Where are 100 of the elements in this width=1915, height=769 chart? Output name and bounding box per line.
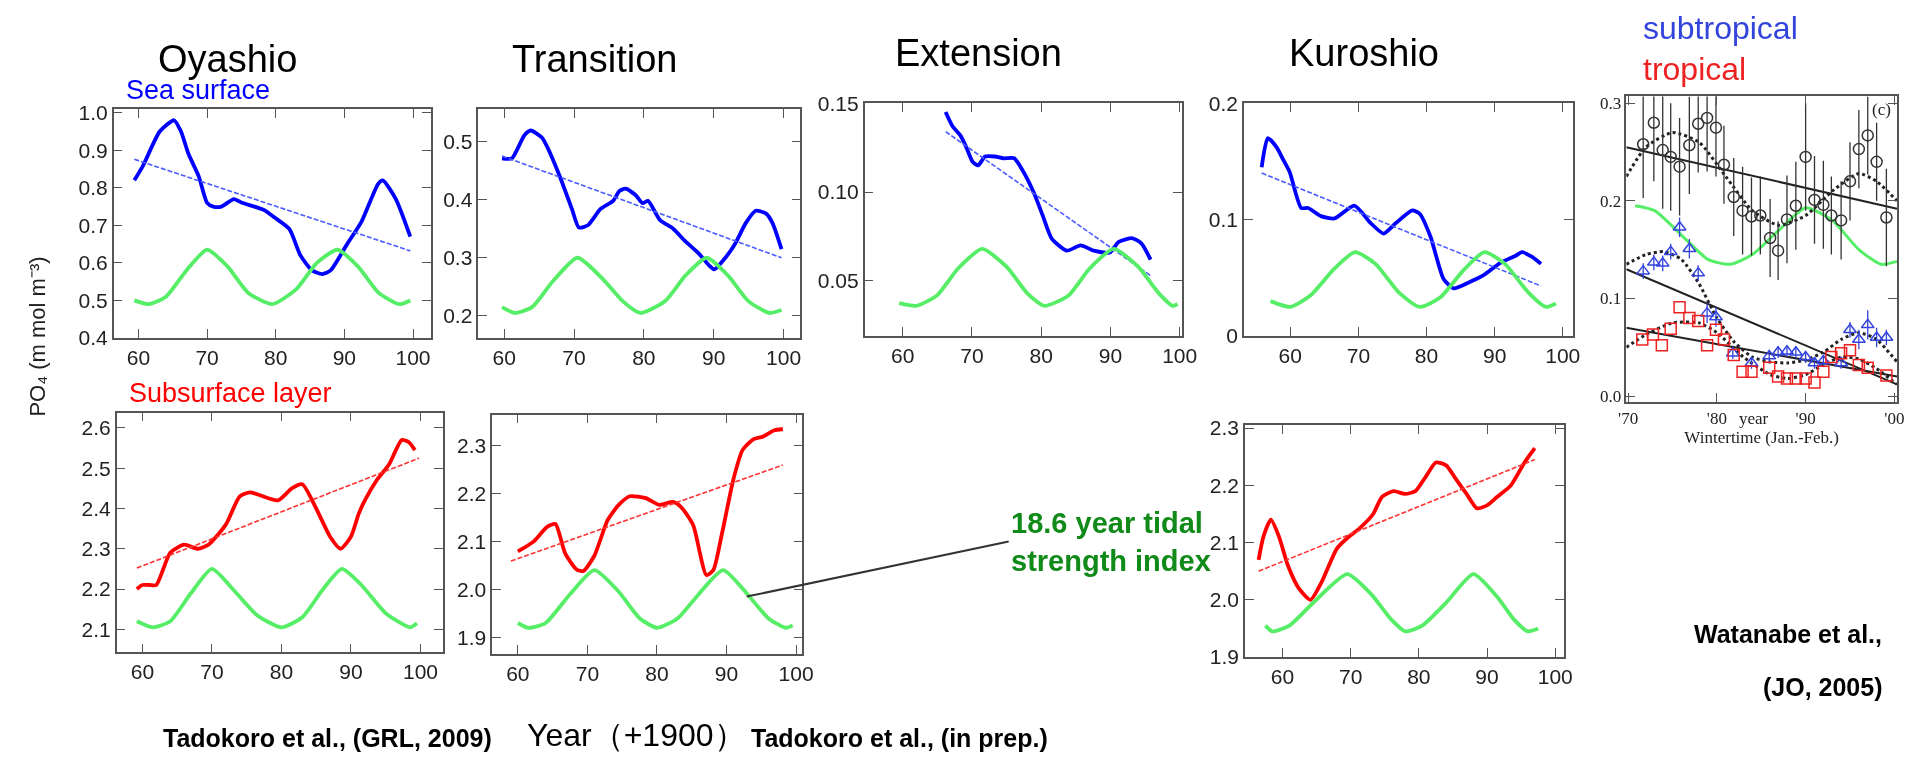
point <box>1870 155 1883 169</box>
line-series <box>1626 131 1898 227</box>
point <box>1663 245 1678 256</box>
x-tick-label: 80 <box>1407 665 1431 689</box>
y-tick-label: 2.0 <box>456 577 487 601</box>
y-tick-label: 0.4 <box>78 326 109 350</box>
x-tick-label: 60 <box>1270 665 1295 689</box>
x-tick-label: 100 <box>395 345 431 369</box>
y-tick-label: 0.2 <box>1599 191 1622 211</box>
x-tick-label: 90 <box>702 345 726 369</box>
point <box>1808 193 1821 207</box>
x-tick-label: '00 <box>1884 409 1905 429</box>
point <box>1636 264 1651 275</box>
y-tick-label: 0.7 <box>78 213 108 237</box>
x-tick-label: 70 <box>195 345 219 369</box>
x-tick-label: 100 <box>1537 665 1573 689</box>
point <box>1700 111 1714 125</box>
point <box>1771 370 1785 383</box>
point <box>1799 372 1812 385</box>
point <box>1780 213 1794 226</box>
point <box>1745 365 1758 378</box>
point <box>1763 231 1777 245</box>
x-tick-label: 80 <box>1029 343 1053 367</box>
point <box>1789 372 1803 385</box>
y-tick-label: 0 <box>1226 324 1239 348</box>
line-series <box>1256 446 1537 602</box>
point <box>1861 361 1874 375</box>
x-tick-label: 100 <box>766 345 802 369</box>
point <box>1691 117 1705 130</box>
y-tick-label: 2.1 <box>1209 530 1240 554</box>
point <box>1647 116 1661 129</box>
point <box>1780 372 1794 385</box>
x-tick-label: 100 <box>1545 343 1581 367</box>
point <box>1880 211 1893 224</box>
text: (JO, 2005) <box>1763 673 1883 701</box>
y-tick-label: 2.5 <box>81 456 111 480</box>
x-tick-label: 60 <box>492 345 516 369</box>
x-tick-label: 80 <box>632 345 656 369</box>
point <box>1725 346 1740 357</box>
point <box>1727 348 1740 362</box>
x-tick-label: 60 <box>126 345 151 369</box>
point <box>1843 343 1857 357</box>
text: Tadokoro et al., (GRL, 2009) <box>163 724 492 752</box>
point <box>1799 150 1812 164</box>
x-tick-label: 70 <box>1346 343 1371 367</box>
point <box>1683 311 1696 325</box>
y-tick-label: 2.4 <box>81 496 112 520</box>
point <box>1700 339 1714 352</box>
x-tick-label: 60 <box>506 662 530 686</box>
point <box>1825 209 1838 222</box>
x-tick-label: 90 <box>1475 665 1499 689</box>
line-series <box>1259 136 1543 291</box>
point <box>1754 209 1767 222</box>
y-tick-label: 0.3 <box>443 246 473 270</box>
line-series <box>943 110 1153 262</box>
line-series <box>897 247 1180 308</box>
y-tick-label: 2.2 <box>456 481 487 505</box>
point <box>1798 350 1813 361</box>
point <box>1762 361 1776 375</box>
point <box>1807 356 1822 367</box>
line-series <box>132 118 413 277</box>
point <box>1808 376 1821 389</box>
x-tick-label: 90 <box>1098 343 1123 367</box>
point <box>1789 199 1803 212</box>
point <box>1691 314 1705 328</box>
x-tick-label: 100 <box>1162 343 1198 367</box>
text: tropical <box>1643 51 1747 87</box>
y-tick-label: 1.0 <box>78 101 108 125</box>
point <box>1843 175 1857 188</box>
point <box>1762 349 1777 360</box>
y-tick-label: 2.3 <box>1209 416 1240 440</box>
point <box>1646 328 1660 341</box>
point <box>1816 354 1831 365</box>
y-tick-label: 0.6 <box>78 251 108 275</box>
y-tick-label: 2.3 <box>81 537 111 561</box>
x-tick-label: 80 <box>645 662 669 686</box>
point <box>1717 158 1731 171</box>
y-tick-label: 0.5 <box>443 129 473 153</box>
point <box>1736 204 1749 217</box>
y-tick-label: 1.9 <box>1209 645 1240 669</box>
point <box>1880 369 1893 382</box>
line-series <box>134 438 417 591</box>
text: Year（+1900） <box>527 717 746 753</box>
y-tick-label: 2.1 <box>81 617 111 641</box>
point <box>1771 244 1785 257</box>
line-series <box>515 568 795 630</box>
y-tick-label: 2.3 <box>456 433 487 457</box>
point <box>1673 160 1686 173</box>
x-tick-label: 90 <box>1482 343 1507 367</box>
point <box>1673 301 1686 314</box>
y-tick-label: 0.5 <box>78 288 108 312</box>
x-tick-label: '80 <box>1706 409 1727 429</box>
x-tick-label: '70 <box>1618 409 1639 429</box>
x-tick-label: 90 <box>714 662 739 686</box>
point <box>1636 333 1649 346</box>
x-tick-label: 100 <box>778 662 814 686</box>
line-series <box>134 567 419 630</box>
point <box>1744 356 1759 367</box>
line-series <box>515 427 785 577</box>
y-tick-label: 0.0 <box>1599 387 1622 407</box>
